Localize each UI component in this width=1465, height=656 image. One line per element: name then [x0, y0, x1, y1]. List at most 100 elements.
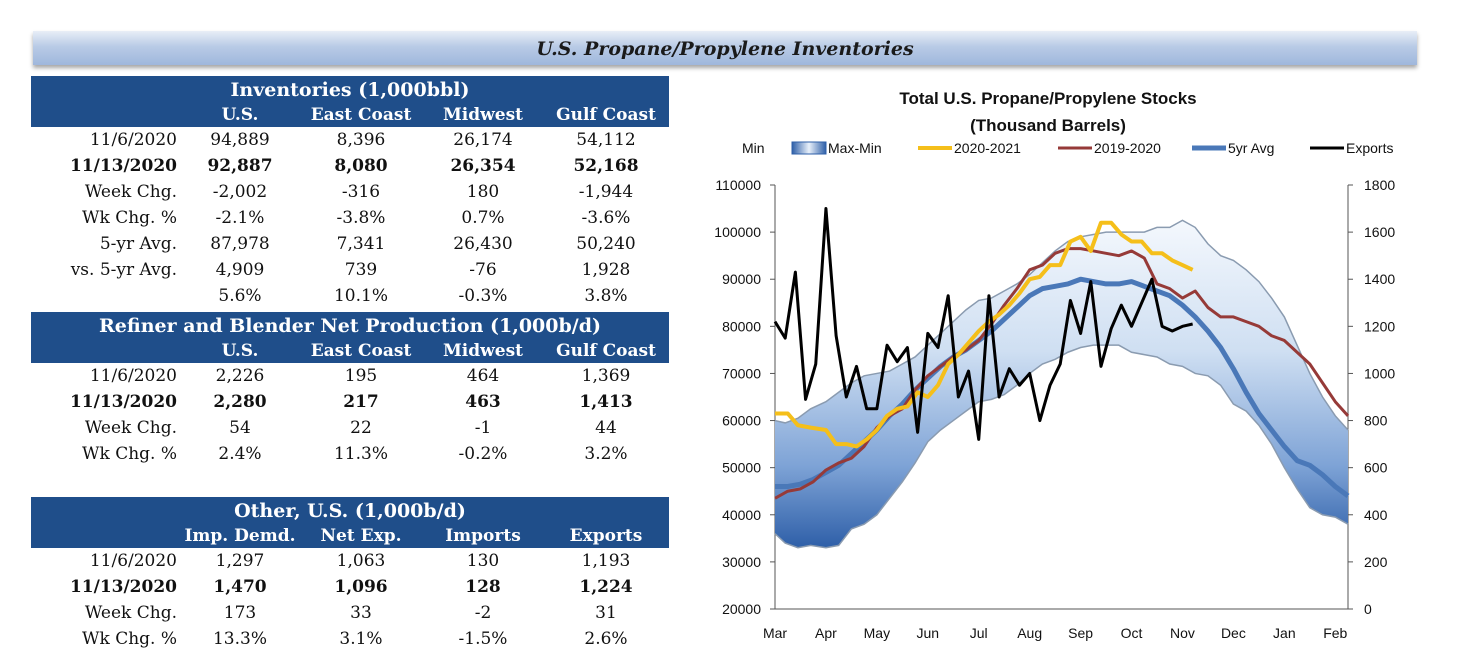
col-header: Net Exp.: [299, 524, 423, 548]
col-header: [31, 339, 181, 363]
series-max-line: [774, 219, 1349, 431]
y-left-tick-label: 90000: [722, 271, 761, 287]
table-row: 5-yr Avg. 87,978 7,341 26,430 50,240: [31, 231, 669, 257]
x-tick-label: Feb: [1323, 625, 1347, 641]
cell: 2,226: [215, 366, 265, 386]
cell: 92,887: [207, 156, 273, 176]
table-row: Wk Chg. % -2.1% -3.8% 0.7% -3.6%: [31, 205, 669, 231]
cell: 173: [223, 603, 257, 623]
inventories-title: Inventories (1,000bbl): [31, 76, 669, 103]
page-title: U.S. Propane/Propylene Inventories: [536, 38, 914, 60]
y-left-tick-label: 20000: [722, 601, 761, 617]
cell: -2.1%: [215, 208, 265, 228]
col-header: Midwest: [423, 339, 543, 363]
cell: 180: [466, 182, 500, 202]
cell: 739: [344, 260, 378, 280]
table-row: Week Chg. 173 33 -2 31: [31, 600, 669, 626]
legend-2019-label: 2019-2020: [1094, 140, 1161, 156]
cell: 26,354: [450, 156, 516, 176]
row-label: [31, 283, 181, 309]
cell: 26,174: [453, 130, 513, 150]
cell: -316: [341, 182, 381, 202]
col-header: U.S.: [181, 103, 299, 127]
cell: 8,080: [334, 156, 388, 176]
table-row: vs. 5-yr Avg. 4,909 739 -76 1,928: [31, 257, 669, 283]
cell: -2: [474, 603, 492, 623]
cell: -1.5%: [458, 629, 508, 649]
y-right-tick-label: 600: [1364, 460, 1388, 476]
other-title: Other, U.S. (1,000b/d): [31, 497, 669, 524]
col-header: [31, 103, 181, 127]
row-label: 11/13/2020: [69, 156, 177, 176]
cell: 5.6%: [218, 286, 262, 306]
cell: 7,341: [336, 234, 386, 254]
col-header: Gulf Coast: [543, 103, 669, 127]
y-left-tick-label: 80000: [722, 318, 761, 334]
cell: 8,396: [336, 130, 386, 150]
row-label: 11/13/2020: [69, 392, 177, 412]
cell: 54: [229, 418, 251, 438]
table-row: 11/13/2020 1,470 1,096 128 1,224: [31, 574, 669, 600]
row-label: Week Chg.: [84, 418, 177, 438]
chart-axes: 110000 100000 90000 80000 70000 60000 50000 400…: [714, 177, 1395, 641]
x-tick-label: Oct: [1121, 625, 1143, 641]
col-header: East Coast: [299, 339, 423, 363]
y-right-tick-label: 200: [1364, 554, 1388, 570]
table-row: 11/13/2020 92,887 8,080 26,354 52,168: [31, 153, 669, 179]
col-header: [31, 524, 181, 548]
inventories-table: Inventories (1,000bbl) U.S. East Coast M…: [31, 76, 669, 309]
cell: -3.6%: [581, 208, 631, 228]
y-left-tick-label: 40000: [722, 507, 761, 523]
cell: 31: [595, 603, 617, 623]
production-title: Refiner and Blender Net Production (1,00…: [31, 312, 669, 339]
cell: 1,928: [581, 260, 631, 280]
cell: 33: [350, 603, 372, 623]
table-row: Week Chg. 54 22 -1 44: [31, 415, 669, 441]
row-label: 11/6/2020: [89, 366, 177, 386]
cell: 44: [595, 418, 617, 438]
y-left-tick-label: 60000: [722, 413, 761, 429]
y-right-tick-label: 1400: [1364, 271, 1395, 287]
cell: 1,224: [579, 577, 633, 597]
cell: 195: [344, 366, 378, 386]
cell: 13.3%: [212, 629, 267, 649]
cell: 1,063: [336, 551, 386, 571]
row-label: Week Chg.: [84, 182, 177, 202]
legend-maxmin-swatch: [791, 141, 827, 155]
cell: 87,978: [210, 234, 270, 254]
cell: 2.4%: [218, 444, 262, 464]
table-row: Wk Chg. % 2.4% 11.3% -0.2% 3.2%: [31, 441, 669, 467]
x-tick-label: Aug: [1017, 625, 1042, 641]
cell: 26,430: [453, 234, 513, 254]
x-tick-label: Jan: [1273, 625, 1296, 641]
legend-avg-label: 5yr Avg: [1228, 140, 1274, 156]
col-header: U.S.: [181, 339, 299, 363]
col-header: Imports: [423, 524, 543, 548]
cell: 463: [465, 392, 501, 412]
cell: 50,240: [576, 234, 636, 254]
y-right-tick-label: 1200: [1364, 318, 1395, 334]
x-tick-label: May: [864, 625, 890, 641]
cell: -1,944: [578, 182, 634, 202]
table-row: 11/6/2020 94,889 8,396 26,174 54,112: [31, 127, 669, 153]
cell: 1,470: [213, 577, 267, 597]
cell: -0.2%: [458, 444, 508, 464]
row-label: 5-yr Avg.: [99, 234, 177, 254]
cell: 54,112: [576, 130, 636, 150]
page-title-banner: U.S. Propane/Propylene Inventories: [33, 31, 1417, 65]
cell: -0.3%: [458, 286, 508, 306]
cell: 2,280: [213, 392, 267, 412]
col-header: East Coast: [299, 103, 423, 127]
row-label: Wk Chg. %: [82, 444, 177, 464]
other-table: Other, U.S. (1,000b/d) Imp. Demd. Net Ex…: [31, 497, 669, 652]
row-label: Wk Chg. %: [82, 208, 177, 228]
cell: -76: [469, 260, 497, 280]
row-label: 11/13/2020: [69, 577, 177, 597]
legend-2020-label: 2020-2021: [954, 140, 1021, 156]
col-header: Exports: [543, 524, 669, 548]
x-tick-label: Jun: [917, 625, 940, 641]
y-right-tick-label: 1600: [1364, 224, 1395, 240]
y-left-tick-label: 70000: [722, 365, 761, 381]
cell: 2.6%: [584, 629, 628, 649]
legend-maxmin-label: Max-Min: [828, 140, 882, 156]
